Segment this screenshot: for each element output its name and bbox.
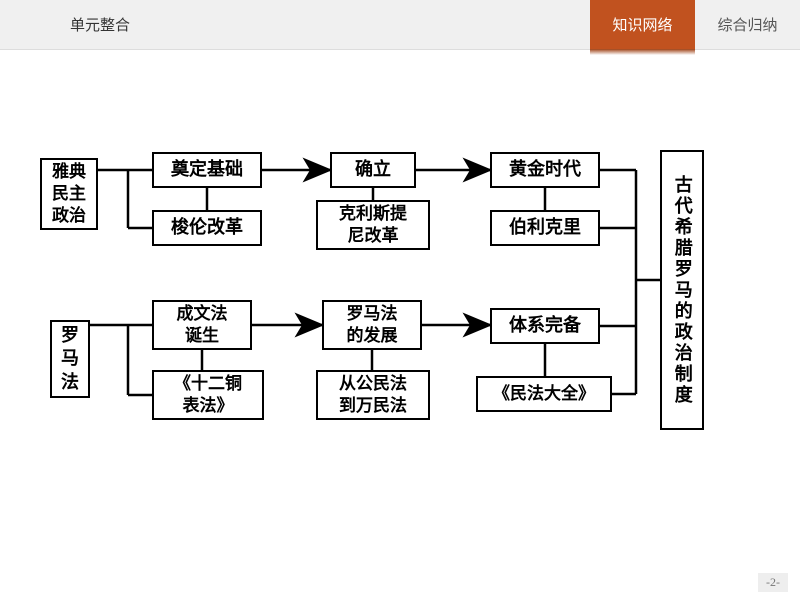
- node-final: 古代希腊罗马的政治制度: [660, 150, 704, 430]
- node-b2: 罗马法 的发展: [322, 300, 422, 350]
- node-b1: 成文法 诞生: [152, 300, 252, 350]
- node-root2: 罗 马 法: [50, 320, 90, 398]
- node-b1b: 《十二铜 表法》: [152, 370, 264, 420]
- node-a3b: 伯利克里: [490, 210, 600, 246]
- node-b3b: 《民法大全》: [476, 376, 612, 412]
- node-a2: 确立: [330, 152, 416, 188]
- node-b3: 体系完备: [490, 308, 600, 344]
- node-a1b: 梭伦改革: [152, 210, 262, 246]
- diagram-canvas: 雅典 民主 政治 奠定基础梭伦改革 确立克利斯提 尼改革 黄金时代伯利克里罗 马 法 成…: [0, 50, 800, 580]
- node-a3: 黄金时代: [490, 152, 600, 188]
- node-a2b: 克利斯提 尼改革: [316, 200, 430, 250]
- node-root1: 雅典 民主 政治: [40, 158, 98, 230]
- node-a1: 奠定基础: [152, 152, 262, 188]
- header-bar: 单元整合 知识网络 综合归纳: [0, 0, 800, 50]
- node-b2b: 从公民法 到万民法: [316, 370, 430, 420]
- header-title: 单元整合: [0, 0, 590, 49]
- tab-summary[interactable]: 综合归纳: [695, 0, 800, 49]
- page-number: -2-: [758, 573, 788, 592]
- tab-knowledge-network[interactable]: 知识网络: [590, 0, 695, 49]
